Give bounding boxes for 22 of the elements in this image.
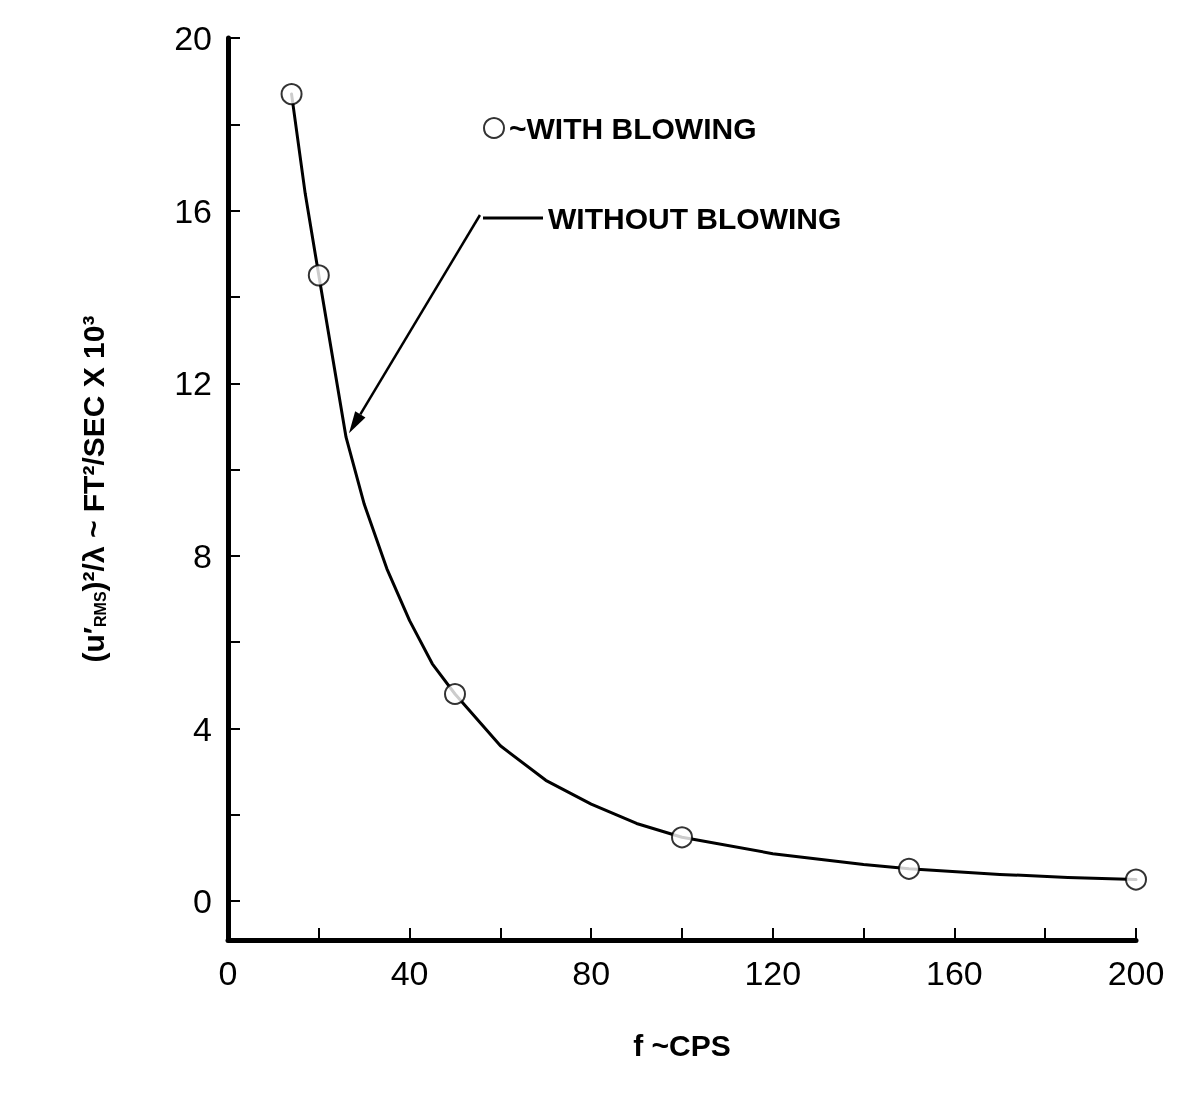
y-tick-label: 4 [193,709,212,748]
x-tick-label: 200 [1107,954,1165,992]
point [671,826,693,849]
y-tick-label: 8 [193,536,212,575]
legend-label: ~WITH BLOWING [509,111,757,145]
point [280,83,303,106]
y-tick-label: 16 [174,191,212,230]
y-axis-title: (u′RMS)²/λ ~ FT²/SEC X 10³ [76,315,110,663]
x-tick-label: 120 [744,954,802,992]
point [307,264,330,287]
point [1125,868,1147,891]
y-tick-label: 12 [174,364,212,403]
y-tick-label: 0 [193,882,212,921]
y-tick-label: 20 [174,19,212,57]
x-tick-label: 80 [572,954,611,992]
x-axis-title: f ~CPS [633,1028,731,1062]
point [444,683,466,705]
point [898,857,920,880]
x-tick-label: 40 [390,954,429,992]
x-tick-label: 0 [218,954,238,992]
legend-label: WITHOUT BLOWING [548,201,842,235]
x-tick-label: 160 [926,954,983,992]
